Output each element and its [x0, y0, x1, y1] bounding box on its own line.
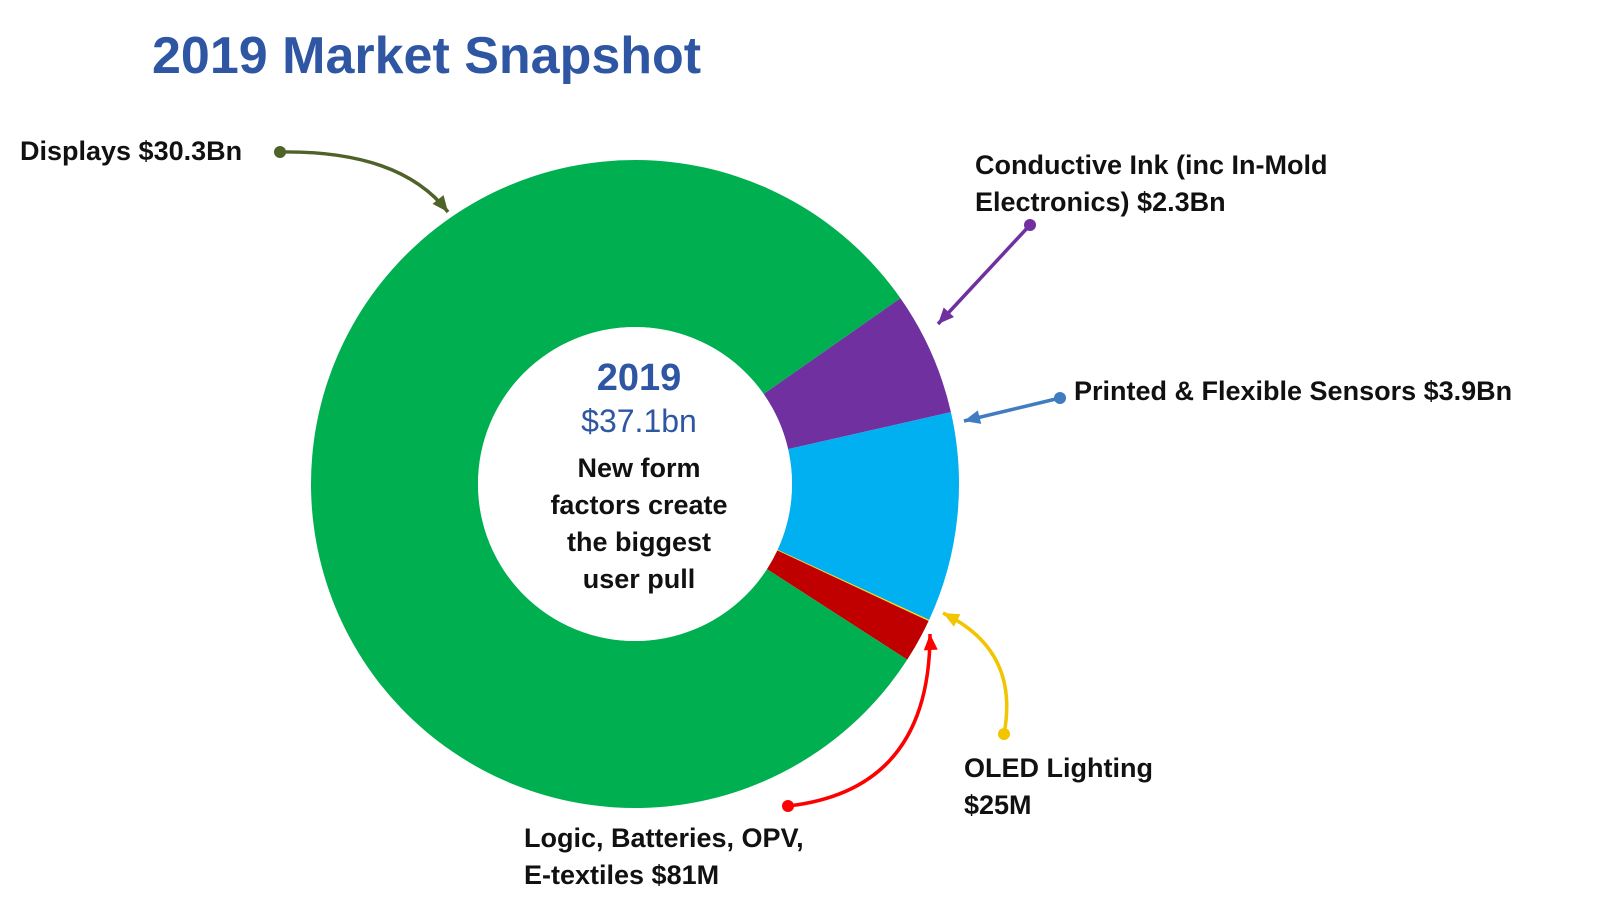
donut-slice-logic-batteries-opv-e-textiles: [766, 550, 929, 660]
callout-arrowhead-sensors: [964, 410, 982, 424]
center-note-line: New form: [577, 453, 701, 483]
label-sensors-line: Printed & Flexible Sensors $3.9Bn: [1074, 376, 1513, 406]
callout-arrowhead-oled: [943, 613, 961, 627]
label-oled: OLED Lighting $25M: [964, 750, 1153, 824]
donut-slice-printed-flexible-sensors: [777, 412, 960, 620]
callout-arrowhead-logic: [923, 634, 938, 651]
callout-arrows: [274, 146, 1066, 812]
donut-hole: [478, 327, 792, 641]
center-note-line: user pull: [582, 564, 696, 594]
callout-arrow-oled: [942, 611, 1009, 735]
donut-slices: [310, 159, 960, 808]
callout-arrow-ink: [936, 223, 1032, 326]
label-logic-line: E-textiles $81M: [524, 860, 720, 890]
donut-slice-oled-lighting: [777, 549, 930, 622]
label-sensors: Printed & Flexible Sensors $3.9Bn: [1074, 373, 1512, 410]
center-note: New form factors create the biggest user…: [478, 450, 800, 598]
donut-slice-displays: [310, 159, 908, 808]
center-total: $37.1bn: [581, 403, 697, 439]
label-ink-line: Electronics) $2.3Bn: [975, 187, 1226, 217]
callout-arrow-logic: [787, 633, 932, 808]
label-oled-line: OLED Lighting: [964, 753, 1153, 783]
label-ink-line: Conductive Ink (inc In-Mold: [975, 150, 1328, 180]
center-year: 2019: [596, 357, 682, 399]
callout-dot-ink: [1024, 219, 1036, 231]
center-note-line: factors create: [550, 490, 728, 520]
donut-center: 2019 $37.1bn New form factors create the…: [478, 356, 800, 598]
callout-dot-displays: [274, 146, 286, 158]
callout-arrow-displays: [279, 150, 450, 214]
label-logic: Logic, Batteries, OPV, E-textiles $81M: [524, 820, 804, 894]
center-note-line: the biggest: [566, 527, 711, 557]
label-displays-line: Displays $30.3Bn: [20, 136, 243, 166]
callout-arrow-sensors: [963, 396, 1061, 423]
callout-dot-oled: [998, 728, 1010, 740]
label-displays: Displays $30.3Bn: [20, 133, 242, 170]
label-conductive-ink: Conductive Ink (inc In-Mold Electronics)…: [975, 147, 1328, 221]
callout-arrowhead-displays: [432, 195, 448, 212]
chart-title: 2019 Market Snapshot: [152, 27, 702, 85]
callout-dot-logic: [782, 800, 794, 812]
label-logic-line: Logic, Batteries, OPV,: [524, 823, 804, 853]
label-oled-line: $25M: [964, 790, 1032, 820]
callout-dot-sensors: [1054, 392, 1066, 404]
callout-arrowhead-ink: [938, 307, 954, 324]
donut-slice-conductive-ink-inc-in-mold-electronics: [763, 298, 951, 450]
